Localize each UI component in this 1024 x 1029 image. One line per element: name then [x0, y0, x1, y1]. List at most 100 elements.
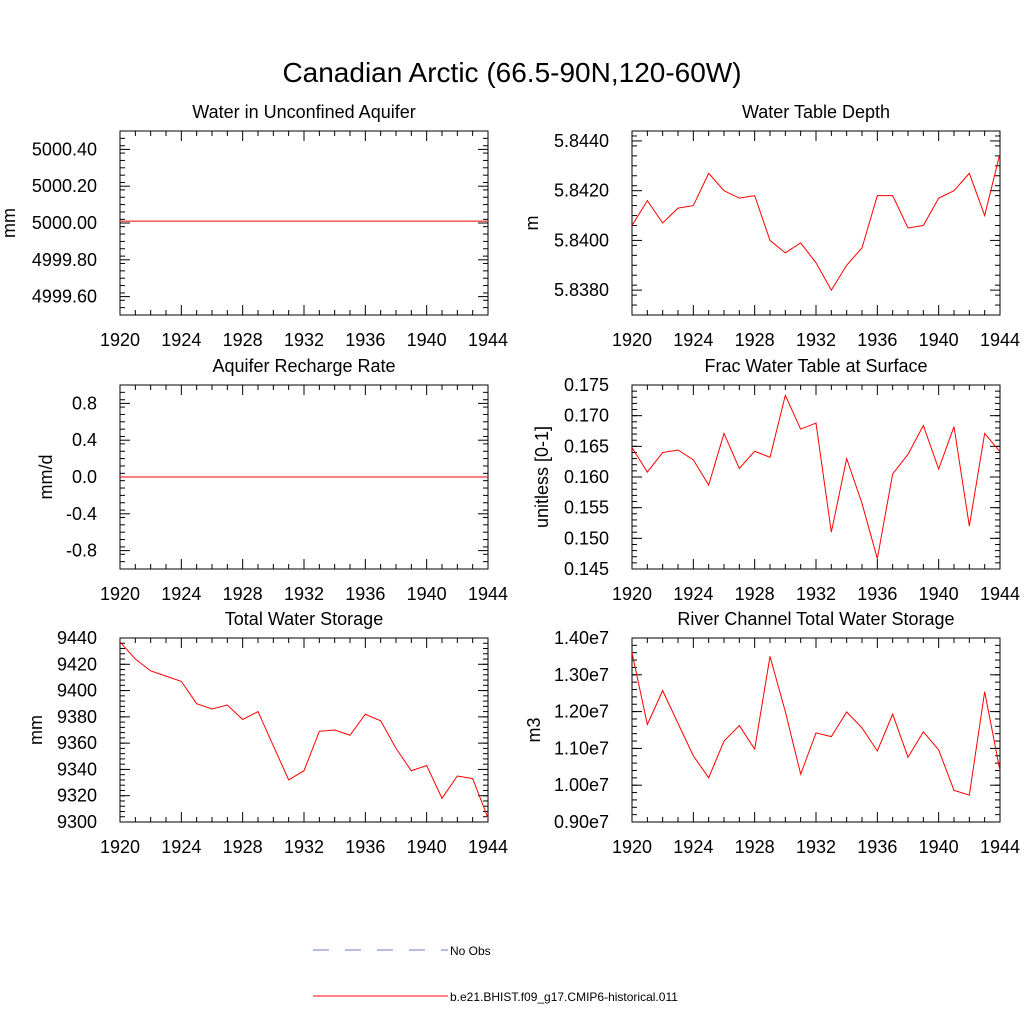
y-tick-label: 1.20e7 — [554, 702, 609, 722]
panel-title: Water Table Depth — [742, 102, 890, 122]
y-axis-label: mm — [0, 208, 19, 238]
y-tick-label: 9440 — [57, 628, 97, 648]
x-tick-label: 1924 — [161, 584, 201, 604]
y-tick-label: 1.00e7 — [554, 775, 609, 795]
chart-panel-1: Water Table Depth 1920 1924 1928 1932 1936 194… — [522, 102, 1020, 350]
y-tick-label: 0.90e7 — [554, 812, 609, 832]
x-tick-label: 1940 — [407, 330, 447, 350]
chart-panel-2: Aquifer Recharge Rate 1920 1924 1928 1932 193… — [36, 356, 508, 604]
chart-panels: Water in Unconfined Aquifer 1920 1924 1928 1… — [0, 102, 1020, 857]
y-tick-label: 9340 — [57, 759, 97, 779]
x-tick-label: 1936 — [345, 837, 385, 857]
y-axis-label: mm — [26, 715, 46, 745]
x-tick-label: 1924 — [673, 330, 713, 350]
x-tick-label: 1936 — [345, 584, 385, 604]
x-tick-label: 1932 — [284, 837, 324, 857]
y-tick-label: 5000.40 — [32, 139, 97, 159]
x-tick-label: 1924 — [673, 584, 713, 604]
panel-title: Aquifer Recharge Rate — [212, 356, 395, 376]
x-tick-label: 1936 — [857, 330, 897, 350]
y-tick-label: 1.10e7 — [554, 738, 609, 758]
x-tick-label: 1920 — [612, 330, 652, 350]
panel-title: Frac Water Table at Surface — [704, 356, 927, 376]
y-tick-label: 9380 — [57, 707, 97, 727]
y-tick-label: 0.0 — [72, 467, 97, 487]
x-tick-label: 1932 — [284, 584, 324, 604]
series-line — [631, 153, 1001, 292]
legend-label-no-obs: No Obs — [450, 944, 491, 958]
y-tick-label: 5.8400 — [554, 230, 609, 250]
x-tick-label: 1928 — [735, 837, 775, 857]
x-tick-label: 1944 — [468, 330, 508, 350]
x-tick-label: 1932 — [284, 330, 324, 350]
x-tick-label: 1940 — [919, 584, 959, 604]
series-line — [631, 652, 1001, 796]
x-tick-label: 1940 — [407, 837, 447, 857]
x-tick-label: 1920 — [612, 584, 652, 604]
x-tick-label: 1932 — [796, 584, 836, 604]
x-tick-label: 1936 — [857, 584, 897, 604]
x-tick-label: 1944 — [980, 330, 1020, 350]
y-axis-label: m3 — [524, 717, 544, 742]
series-line — [631, 393, 1001, 559]
y-axis-label: m — [522, 216, 542, 231]
x-tick-label: 1932 — [796, 837, 836, 857]
x-tick-label: 1944 — [980, 584, 1020, 604]
x-tick-label: 1944 — [468, 584, 508, 604]
y-tick-label: 9300 — [57, 812, 97, 832]
y-tick-label: 9360 — [57, 733, 97, 753]
x-tick-label: 1920 — [612, 837, 652, 857]
x-tick-label: 1928 — [223, 837, 263, 857]
y-tick-label: 1.30e7 — [554, 665, 609, 685]
legend: No Obs b.e21.BHIST.f09_g17.CMIP6-histori… — [313, 944, 678, 1004]
x-tick-label: 1928 — [735, 330, 775, 350]
y-tick-label: 0.170 — [564, 406, 609, 426]
y-tick-label: 5.8440 — [554, 131, 609, 151]
x-tick-label: 1932 — [796, 330, 836, 350]
y-tick-label: 0.150 — [564, 528, 609, 548]
y-tick-label: 4999.80 — [32, 250, 97, 270]
chart-panel-4: Total Water Storage 1920 1924 1928 1932 1936 1… — [26, 609, 508, 857]
y-tick-label: 9420 — [57, 654, 97, 674]
x-tick-label: 1920 — [100, 584, 140, 604]
y-tick-label: 0.160 — [564, 467, 609, 487]
y-tick-label: 5.8380 — [554, 280, 609, 300]
panel-title: Total Water Storage — [225, 609, 383, 629]
y-tick-label: 9400 — [57, 681, 97, 701]
x-tick-label: 1936 — [345, 330, 385, 350]
x-tick-label: 1940 — [919, 837, 959, 857]
y-tick-label: 5000.20 — [32, 176, 97, 196]
figure-title: Canadian Arctic (66.5-90N,120-60W) — [282, 57, 741, 88]
y-axis-label: unitless [0-1] — [532, 426, 552, 528]
y-axis-label: mm/d — [36, 455, 56, 500]
x-tick-label: 1920 — [100, 330, 140, 350]
legend-label-model-run: b.e21.BHIST.f09_g17.CMIP6-historical.011 — [450, 990, 678, 1004]
x-tick-label: 1924 — [161, 837, 201, 857]
x-tick-label: 1928 — [223, 584, 263, 604]
series-line — [119, 641, 489, 819]
y-tick-label: 4999.60 — [32, 287, 97, 307]
chart-panel-3: Frac Water Table at Surface 1920 1924 1928 1… — [532, 356, 1020, 604]
y-tick-label: 0.175 — [564, 375, 609, 395]
x-tick-label: 1940 — [919, 330, 959, 350]
x-tick-label: 1920 — [100, 837, 140, 857]
y-tick-label: 1.40e7 — [554, 628, 609, 648]
x-tick-label: 1936 — [857, 837, 897, 857]
y-tick-label: 0.155 — [564, 498, 609, 518]
panel-title: Water in Unconfined Aquifer — [192, 102, 415, 122]
x-tick-label: 1944 — [980, 837, 1020, 857]
y-tick-label: 0.145 — [564, 559, 609, 579]
x-tick-label: 1944 — [468, 837, 508, 857]
x-tick-label: 1924 — [673, 837, 713, 857]
x-tick-label: 1924 — [161, 330, 201, 350]
chart-panel-0: Water in Unconfined Aquifer 1920 1924 1928 1… — [0, 102, 508, 350]
panel-title: River Channel Total Water Storage — [677, 609, 954, 629]
y-tick-label: 9320 — [57, 786, 97, 806]
x-tick-label: 1928 — [735, 584, 775, 604]
y-tick-label: -0.8 — [66, 541, 97, 561]
y-tick-label: 5000.00 — [32, 213, 97, 233]
chart-panel-5: River Channel Total Water Storage 1920 192… — [524, 609, 1020, 857]
y-tick-label: 0.4 — [72, 430, 97, 450]
x-tick-label: 1928 — [223, 330, 263, 350]
